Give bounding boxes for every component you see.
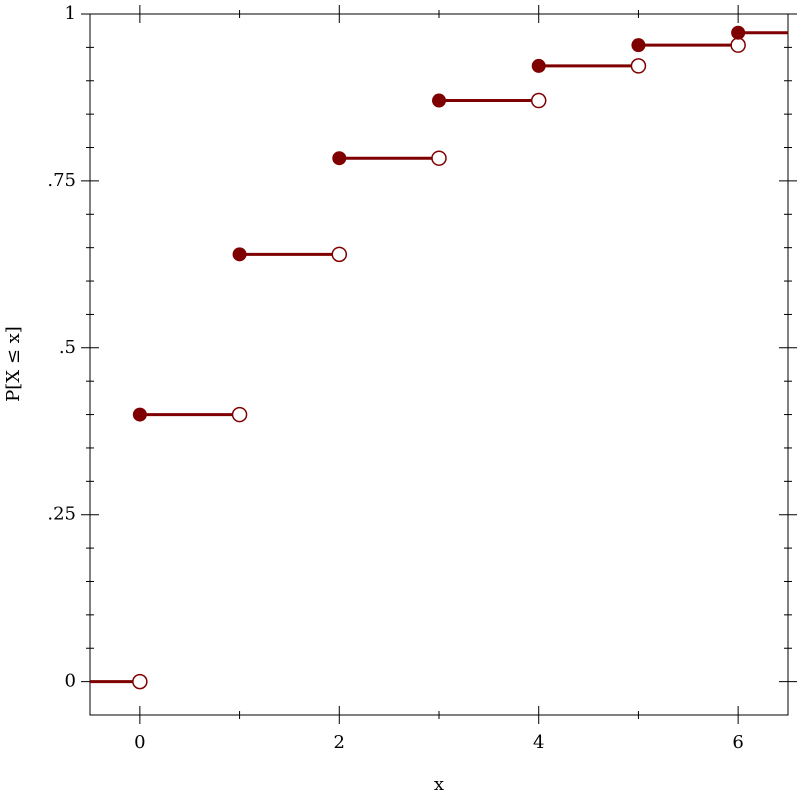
open-point [530,92,547,109]
x-tick-label: 6 [732,732,743,753]
x-tick-label: 0 [134,732,145,753]
closed-point [731,25,746,40]
y-axis-label: P[X ≤ x] [3,326,24,402]
open-point [231,406,248,423]
y-tick-label: .25 [47,504,76,525]
closed-point [232,247,247,262]
y-tick-label: 0 [65,671,76,692]
y-tick-label: .5 [59,337,76,358]
y-tick-label: 1 [65,3,76,24]
open-point [431,150,447,166]
closed-point [132,407,147,422]
x-tick-label: 2 [334,732,345,753]
open-point [730,37,746,53]
plot-frame [89,13,789,716]
open-point [331,246,348,263]
y-tick-label: .75 [47,170,76,191]
closed-point [631,38,646,53]
open-point [132,673,148,690]
closed-point [531,58,546,73]
x-axis-label: x [434,774,444,795]
open-point [630,58,647,74]
x-tick-label: 4 [533,732,544,753]
closed-point [332,151,347,166]
closed-point [432,93,446,108]
